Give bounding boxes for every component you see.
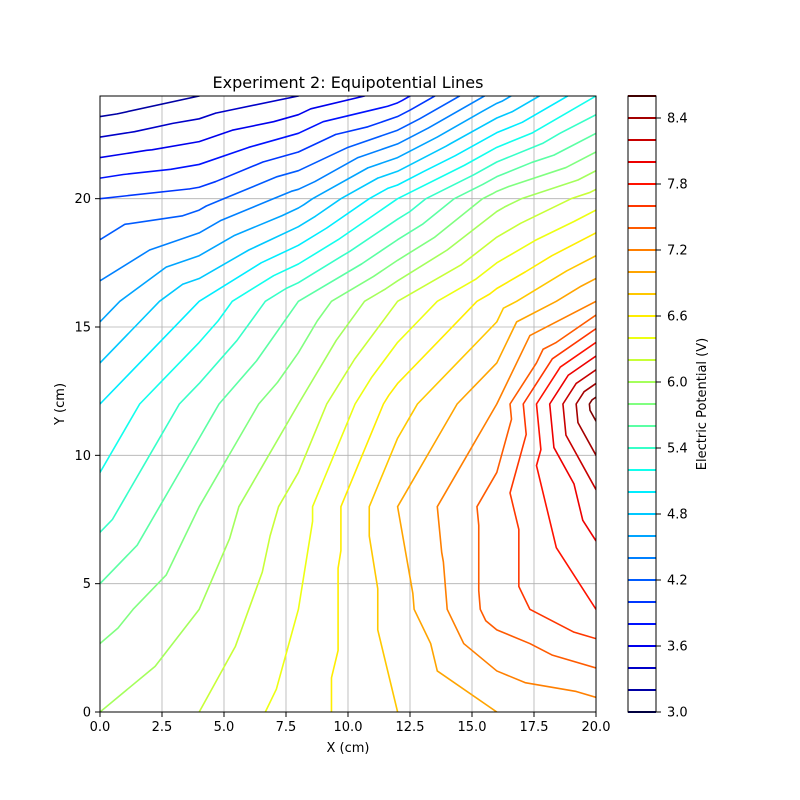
contour-line — [100, 96, 436, 200]
contour-line — [100, 96, 461, 241]
y-tick-label: 0 — [83, 706, 91, 721]
x-tick-label: 15.0 — [458, 720, 487, 735]
colorbar-tick-label: 4.8 — [667, 508, 688, 523]
colorbar-frame — [627, 95, 657, 713]
x-tick-label: 10.0 — [334, 720, 363, 735]
contour-line — [100, 96, 200, 118]
contour-line — [548, 355, 596, 542]
contour-line — [100, 113, 596, 534]
x-tick-label: 12.5 — [396, 720, 425, 735]
contour-line — [100, 96, 541, 364]
colorbar-tick-label: 3.0 — [667, 706, 688, 721]
x-tick-label: 0.0 — [90, 720, 111, 735]
x-tick-label: 20.0 — [582, 720, 611, 735]
contour-line — [100, 132, 596, 585]
colorbar-tick-label: 5.4 — [667, 442, 688, 457]
colorbar-label: Electric Potential (V) — [695, 338, 710, 470]
contour-line — [368, 254, 596, 712]
contour-line — [330, 232, 596, 712]
colorbar: 3.0 3.6 4.2 4.8 5.4 6.0 6.6 7.2 7.8 8.4 Electric … — [627, 95, 710, 721]
contour-line — [100, 96, 411, 179]
x-tick-label: 17.5 — [520, 720, 549, 735]
colorbar-tick-label: 7.2 — [667, 244, 688, 259]
colorbar-tick-label: 6.6 — [667, 310, 688, 325]
colorbar-tick-label: 7.8 — [667, 178, 688, 193]
contour-lines — [100, 96, 596, 712]
x-axis-label: X (cm) — [327, 741, 370, 756]
y-tick-label: 10 — [74, 449, 91, 464]
contour-line — [396, 277, 596, 712]
x-tick-label: 7.5 — [276, 720, 297, 735]
x-tick-label: 2.5 — [152, 720, 173, 735]
contour-line — [264, 209, 596, 712]
contour-line — [100, 96, 300, 138]
contour-line — [509, 327, 596, 640]
colorbar-lines — [628, 95, 656, 713]
y-axis-label: Y (cm) — [53, 383, 68, 426]
x-tick-label: 5.0 — [214, 720, 235, 735]
contour-line — [100, 169, 596, 712]
y-axis: 0 5 10 15 20 — [74, 192, 100, 721]
x-axis: 0.0 2.5 5.0 7.5 10.0 12.5 15.0 17.5 20.0 — [90, 712, 611, 735]
contour-line — [588, 396, 596, 422]
contour-line — [100, 96, 569, 405]
colorbar-tick-label: 4.2 — [667, 574, 688, 589]
chart-title: Experiment 2: Equipotential Lines — [213, 73, 484, 92]
plot-area — [99, 95, 597, 713]
colorbar-ticks: 3.0 3.6 4.2 4.8 5.4 6.0 6.6 7.2 7.8 8.4 — [656, 112, 688, 721]
contour-line — [436, 300, 596, 699]
colorbar-tick-label: 8.4 — [667, 112, 688, 127]
y-tick-label: 15 — [74, 321, 91, 336]
contour-line — [100, 96, 596, 474]
contour-line — [535, 341, 596, 611]
contour-line — [100, 151, 596, 645]
contour-line — [562, 368, 596, 491]
contour-line — [100, 96, 366, 159]
contour-line — [476, 314, 596, 669]
contour-line — [198, 188, 596, 712]
colorbar-tick-label: 6.0 — [667, 376, 688, 391]
y-tick-label: 20 — [74, 192, 91, 207]
colorbar-tick-label: 3.6 — [667, 640, 688, 655]
contour-line — [100, 96, 512, 323]
y-tick-label: 5 — [83, 577, 91, 592]
contour-line — [575, 382, 596, 457]
contour-line — [100, 96, 486, 282]
